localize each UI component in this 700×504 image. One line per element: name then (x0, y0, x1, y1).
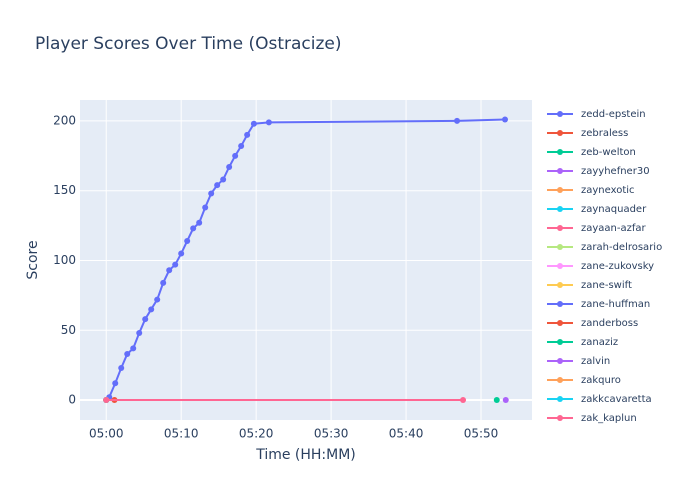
data-point (265, 119, 272, 126)
legend-label: zanaziz (581, 337, 618, 348)
legend-marker (557, 339, 563, 345)
data-point (160, 279, 167, 286)
data-point (214, 182, 221, 189)
legend-label: zanderboss (581, 318, 638, 329)
legend-label: zaynexotic (581, 185, 635, 196)
data-point (142, 316, 149, 323)
legend-label: zaynaquader (581, 204, 647, 215)
data-point (502, 116, 509, 123)
legend-label: zebraless (581, 128, 628, 139)
chart-title: Player Scores Over Time (Ostracize) (35, 34, 342, 54)
x-axis-title: Time (HH:MM) (255, 447, 356, 463)
y-tick-label: 150 (53, 183, 76, 197)
data-point (196, 219, 203, 226)
data-point (148, 306, 155, 313)
data-point (172, 261, 179, 268)
legend-label: zayyhefner30 (581, 166, 650, 177)
x-tick-label: 05:10 (164, 427, 199, 441)
data-point (118, 364, 125, 371)
x-tick-label: 05:20 (239, 427, 274, 441)
data-point (238, 143, 245, 150)
data-point (103, 397, 110, 404)
legend-label: zeb-welton (581, 147, 636, 158)
data-point (454, 117, 461, 124)
series-line (108, 118, 506, 398)
legend-marker (557, 263, 563, 269)
y-axis-title: Score (25, 240, 41, 279)
legend-marker (557, 225, 563, 231)
legend-label: zak_kaplun (581, 413, 637, 424)
data-point (244, 131, 251, 138)
legend-label: zedd-epstein (581, 109, 646, 120)
legend-label: zayaan-azfar (581, 223, 647, 234)
legend-marker (557, 244, 563, 250)
legend-label: zalvin (581, 356, 610, 367)
legend-marker (557, 149, 563, 155)
y-tick-label: 50 (61, 323, 76, 337)
data-point (130, 345, 137, 352)
data-point (124, 350, 131, 357)
data-point (250, 120, 257, 127)
data-point (136, 330, 143, 337)
x-tick-label: 05:30 (314, 427, 349, 441)
legend-marker (557, 130, 563, 136)
data-point (208, 190, 215, 197)
legend-label: zane-zukovsky (581, 261, 654, 272)
x-tick-label: 05:00 (89, 427, 124, 441)
y-tick-label: 100 (53, 253, 76, 267)
legend-marker (557, 377, 563, 383)
legend-marker (557, 168, 563, 174)
data-point (232, 152, 239, 159)
data-point (184, 237, 191, 244)
legend-marker (557, 111, 563, 117)
data-point (154, 296, 161, 303)
data-point (202, 204, 209, 211)
legend-label: zarah-delrosario (581, 242, 662, 253)
legend-label: zakkcavaretta (581, 394, 652, 405)
y-tick-label: 200 (53, 113, 76, 127)
data-point (220, 176, 227, 183)
x-tick-label: 05:40 (389, 427, 424, 441)
legend-label: zane-swift (581, 280, 632, 291)
data-point (166, 267, 173, 274)
legend-marker (557, 301, 563, 307)
legend-marker (557, 320, 563, 326)
data-point (460, 397, 467, 404)
data-point (502, 397, 509, 404)
data-point (178, 250, 185, 257)
legend-label: zakquro (581, 375, 621, 386)
plot (103, 116, 509, 404)
data-point (226, 163, 233, 170)
y-tick-label: 0 (68, 393, 76, 407)
legend-marker (557, 206, 563, 212)
data-point (112, 380, 119, 387)
legend-marker (557, 415, 563, 421)
legend-marker (557, 187, 563, 193)
data-point (493, 397, 500, 404)
legend-label: zane-huffman (581, 299, 650, 310)
x-tick-label: 05:50 (464, 427, 499, 441)
legend-marker (557, 396, 563, 402)
data-point (190, 225, 197, 232)
grid (80, 100, 532, 420)
legend-marker (557, 282, 563, 288)
legend: zedd-epstein zebraless zeb-welton zayyhefne… (547, 109, 662, 424)
legend-marker (557, 358, 563, 364)
